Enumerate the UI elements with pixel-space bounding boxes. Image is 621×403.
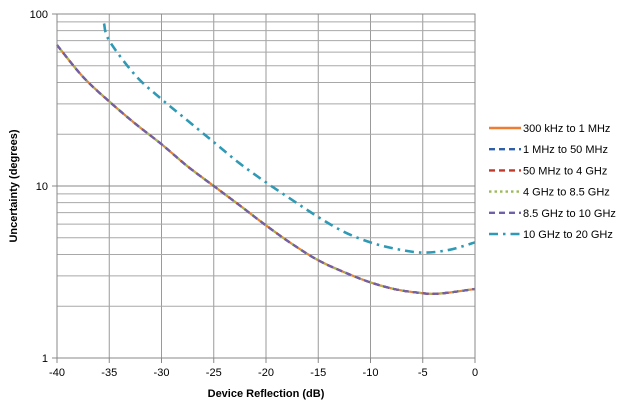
x-tick-label: -25 [206, 367, 222, 379]
series-line-6 [102, 23, 476, 254]
grid [56, 14, 476, 358]
x-tick-label: -30 [154, 367, 170, 379]
y-tick-label: 10 [36, 181, 48, 193]
legend: 300 kHz to 1 MHz 1 MHz to 50 MHz 50 MHz to… [489, 123, 616, 241]
legend-label-5: 8.5 GHz to 10 GHz [523, 208, 616, 220]
x-tick-label: 0 [472, 367, 478, 379]
tick-labels: -40 -35 -30 -25 -20 -15 -10 -5 0 1 10 100 [30, 9, 478, 379]
x-tick-label: -5 [418, 367, 428, 379]
legend-label-2: 1 MHz to 50 MHz [523, 144, 608, 156]
x-tick-label: -35 [101, 367, 117, 379]
legend-label-4: 4 GHz to 8.5 GHz [523, 187, 610, 199]
y-tick-label: 100 [30, 9, 48, 21]
legend-label-6: 10 GHz to 20 GHz [523, 229, 613, 241]
y-axis-title: Uncertainty (degrees) [8, 129, 20, 242]
x-tick-label: -40 [49, 367, 65, 379]
series-lines [56, 23, 476, 296]
legend-label-3: 50 MHz to 4 GHz [523, 165, 607, 177]
series-line-5 [56, 44, 476, 296]
y-tick-label: 1 [42, 353, 48, 365]
x-axis-title: Device Reflection (dB) [208, 388, 325, 400]
x-tick-label: -20 [258, 367, 274, 379]
x-tick-label: -10 [363, 367, 379, 379]
legend-label-1: 300 kHz to 1 MHz [523, 123, 610, 135]
x-tick-label: -15 [310, 367, 326, 379]
